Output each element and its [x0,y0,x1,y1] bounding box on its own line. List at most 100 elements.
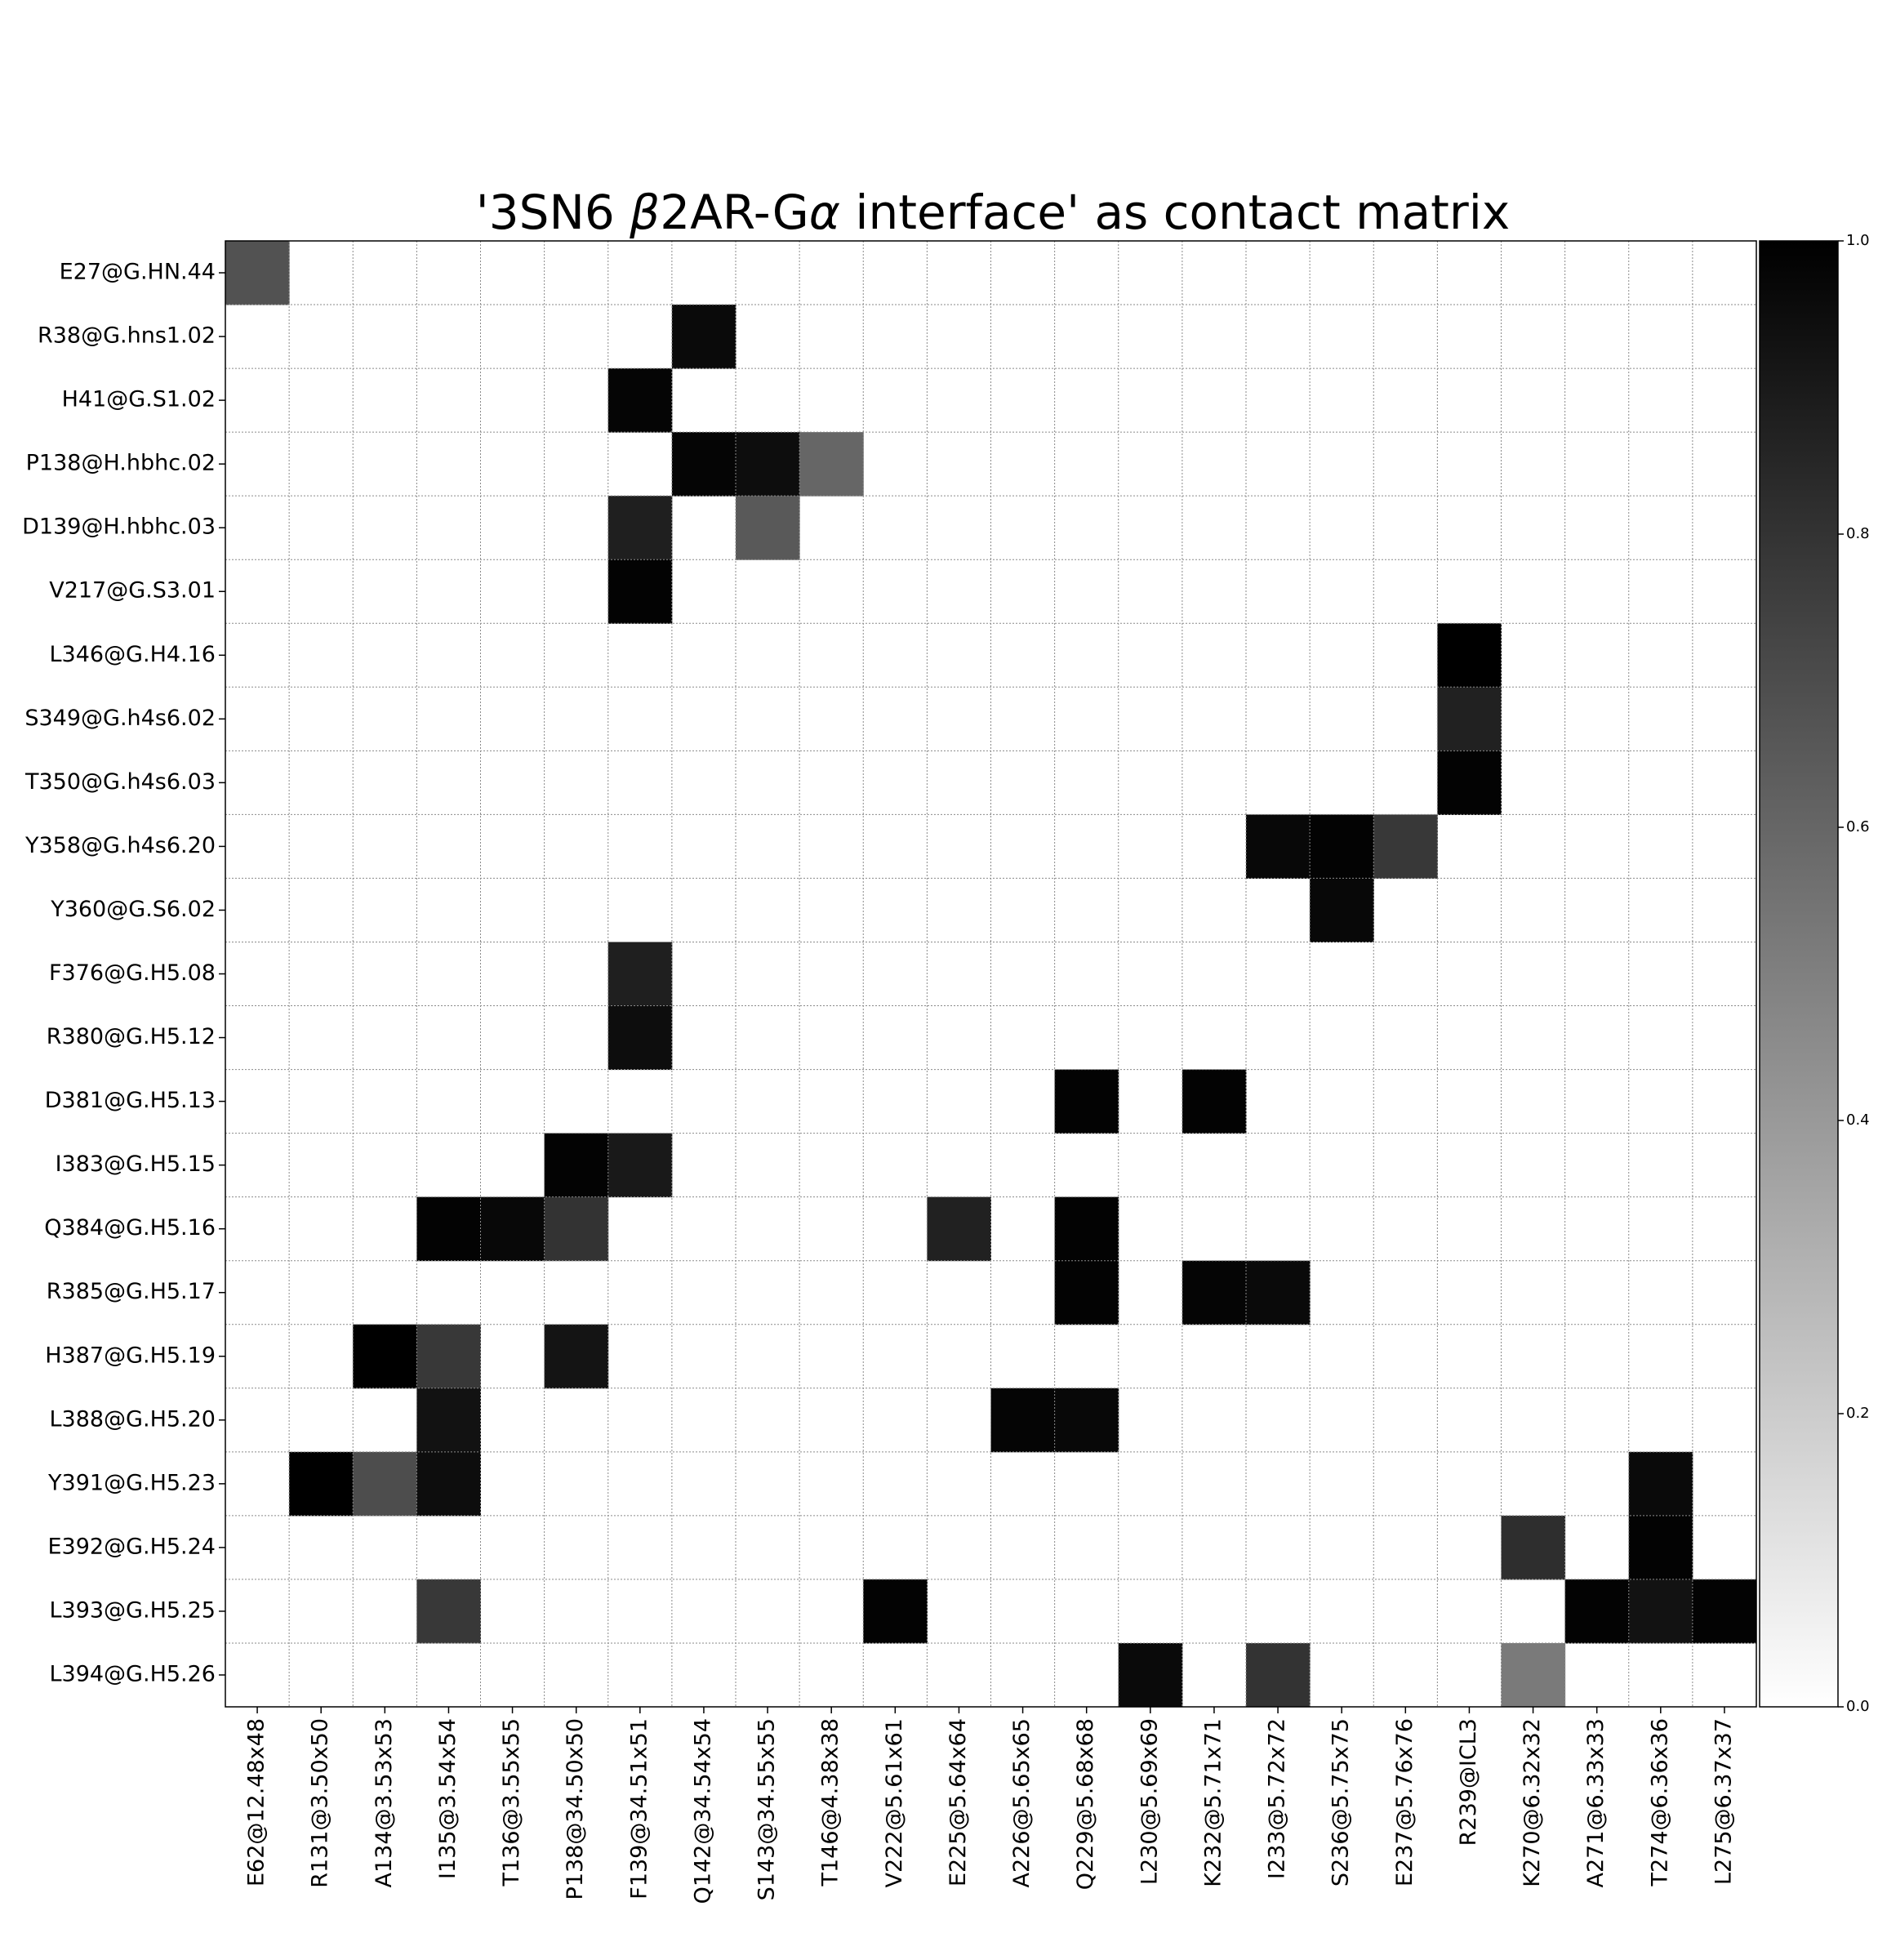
y-tick-label: L394@G.H5.26 [49,1661,216,1686]
y-tick-label: S349@G.h4s6.02 [24,706,216,731]
heatmap-cell [416,1196,481,1262]
x-tick-label: R239@ICL3 [1456,1718,1481,1846]
x-tick-label: P138@34.50x50 [563,1718,588,1900]
y-tick-label: L346@G.H4.16 [49,642,216,667]
y-tick-label: F376@G.H5.08 [49,960,216,986]
heatmap-cell [544,1133,609,1198]
heatmap-cell [353,1451,417,1517]
x-tick-label: L230@5.69x69 [1137,1718,1162,1885]
heatmap-cell [416,1324,481,1389]
x-tick-label: A134@3.53x53 [372,1718,397,1887]
heatmap-cell [1501,1515,1566,1580]
heatmap-cell [736,432,800,497]
y-tick-label: Y358@G.h4s6.20 [24,833,216,858]
chart-title-alpha: α [809,185,840,240]
chart-title: '3SN6 β2AR-Gα interface' as contact matr… [476,185,1510,240]
x-tick-label: K270@6.32x32 [1520,1718,1545,1887]
heatmap-cell [1310,814,1374,879]
x-tick-label: Q229@5.68x68 [1073,1718,1098,1890]
y-tick-label: L393@G.H5.25 [49,1597,216,1623]
heatmap-cell [1182,1069,1247,1134]
heatmap-cell [1373,814,1438,879]
colorbar-tick-label: 0.4 [1846,1111,1870,1129]
colorbar-axis: 0.0 0.2 0.4 0.6 0.8 1.0 [1838,232,1870,1715]
heatmap-cell [416,1388,481,1453]
y-tick-label: R38@G.hns1.02 [38,323,216,349]
x-tick-label: T136@3.55x55 [499,1718,524,1886]
heatmap-cell [990,1388,1056,1453]
x-tick-label: I135@3.54x54 [435,1718,461,1879]
y-tick-label: R385@G.H5.17 [47,1279,216,1304]
heatmap-cell [1054,1196,1119,1262]
x-tick-label: A271@6.33x33 [1583,1718,1609,1887]
y-tick-label: Y391@G.H5.23 [47,1470,216,1495]
heatmap-cell [607,368,673,433]
colorbar-tick-label: 0.6 [1846,818,1870,835]
x-tick-label: F139@34.51x51 [626,1718,652,1900]
heatmap-cell [799,432,864,497]
heatmap-cell [607,559,673,624]
colorbar [1759,240,1839,1708]
heatmap-cell [671,305,737,369]
y-tick-label: H387@G.H5.19 [45,1343,216,1368]
heatmap-cell [1118,1642,1183,1708]
y-axis: E27@G.HN.44 R38@G.hns1.02 H41@G.S1.02 P138@… [22,260,225,1686]
heatmap-cell [480,1196,545,1262]
heatmap-cell [1628,1515,1693,1580]
y-tick-label: H41@G.S1.02 [62,387,216,412]
colorbar-tick-label: 0.8 [1846,525,1870,542]
chart-title-part: 2AR-G [660,185,809,240]
y-tick-label: P138@H.hbhc.02 [26,451,216,476]
x-tick-label: T146@4.38x38 [818,1718,843,1886]
y-tick-label: R380@G.H5.12 [47,1024,216,1049]
heatmap-cell [416,1579,481,1644]
x-axis: E62@12.48x48 R131@3.50x50 A134@3.53x53 I135… [244,1707,1736,1904]
heatmap-cell [1310,878,1374,942]
heatmap-cell [1628,1451,1693,1517]
heatmap-cell [1437,623,1502,688]
heatmap-cell [544,1324,609,1389]
heatmap-cell [927,1196,991,1262]
x-tick-label: K232@5.71x71 [1200,1718,1226,1887]
x-tick-label: S143@34.55x55 [754,1718,780,1900]
x-tick-label: E237@5.76x76 [1392,1718,1417,1886]
heatmap-cell [289,1451,354,1517]
x-tick-label: E225@5.64x64 [946,1718,971,1886]
heatmap-cell [1246,1642,1311,1708]
heatmap-cell [416,1451,481,1517]
heatmap-cell [225,241,290,305]
grid-lines [225,241,1756,1707]
heatmap-cell [1182,1260,1247,1325]
y-tick-label: L388@G.H5.20 [49,1406,216,1432]
x-tick-label: E62@12.48x48 [244,1718,269,1886]
x-tick-label: I233@5.72x72 [1265,1718,1290,1879]
y-tick-label: I383@G.H5.15 [56,1152,216,1177]
y-tick-label: V217@G.S3.01 [49,578,216,604]
heatmap-cell [1246,814,1311,879]
heatmap-cells [225,241,1757,1708]
x-tick-label: R131@3.50x50 [308,1718,333,1888]
heatmap-cell [544,1196,609,1262]
heatmap-cell [1501,1642,1566,1708]
heatmap-cell [353,1324,417,1389]
heatmap-cell [671,432,737,497]
x-tick-label: V222@5.61x61 [882,1718,907,1887]
heatmap-cell [1437,751,1502,815]
y-tick-label: T350@G.h4s6.03 [24,769,216,795]
colorbar-tick-label: 0.2 [1846,1405,1870,1422]
x-tick-label: S236@5.75x75 [1328,1718,1354,1886]
y-tick-label: Q384@G.H5.16 [44,1215,216,1241]
heatmap-cell [1437,687,1502,751]
y-tick-label: D381@G.H5.13 [45,1088,216,1113]
heatmap-cell [1054,1388,1119,1453]
y-tick-label: E27@G.HN.44 [60,260,216,285]
chart-title-part: interface' as contact matrix [840,185,1510,240]
chart-title-part: '3SN6 [476,185,630,240]
chart-title-beta: β [629,185,660,240]
x-tick-label: A226@5.65x65 [1009,1718,1035,1887]
heatmap-cell [607,1133,673,1198]
colorbar-tick-label: 0.0 [1846,1698,1870,1715]
heatmap-cell [607,942,673,1007]
y-tick-label: Y360@G.S6.02 [50,897,216,922]
